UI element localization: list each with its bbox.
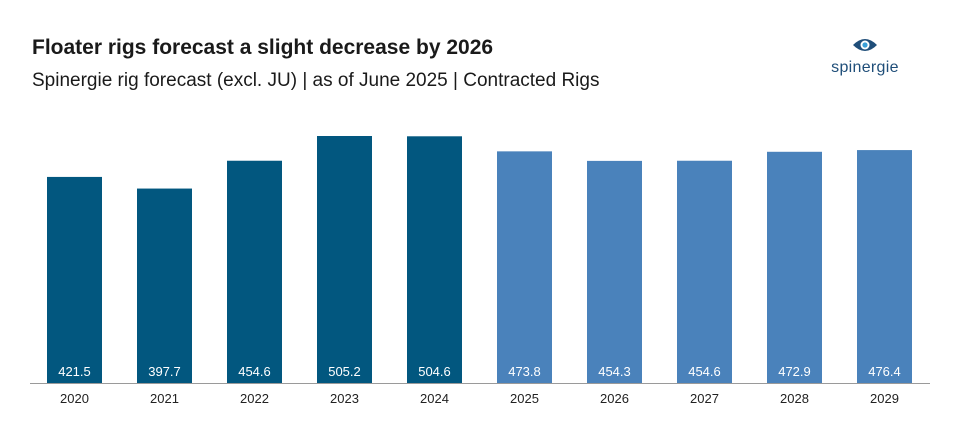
data-label-2025: 473.8 (508, 364, 541, 379)
x-tick-label-2022: 2022 (240, 391, 269, 406)
x-tick-label-2021: 2021 (150, 391, 179, 406)
bar-2026 (587, 160, 642, 383)
x-tick-label-2020: 2020 (60, 391, 89, 406)
chart-subtitle: Spinergie rig forecast (excl. JU) | as o… (32, 70, 600, 91)
bar-2020 (47, 176, 102, 383)
x-tick-label-2023: 2023 (330, 391, 359, 406)
x-tick-label-2024: 2024 (420, 391, 449, 406)
data-label-2027: 454.6 (688, 364, 721, 379)
x-tick-label-2026: 2026 (600, 391, 629, 406)
bar-2021 (137, 188, 192, 383)
chart-title: Floater rigs forecast a slight decrease … (32, 36, 494, 59)
data-label-2022: 454.6 (238, 364, 271, 379)
bar-2029 (857, 150, 912, 383)
data-label-2021: 397.7 (148, 364, 181, 379)
data-label-2020: 421.5 (58, 364, 91, 379)
logo-text: spinergie (831, 59, 899, 76)
bar-2027 (677, 160, 732, 383)
bar-2022 (227, 160, 282, 383)
x-tick-label-2025: 2025 (510, 391, 539, 406)
data-label-2023: 505.2 (328, 364, 361, 379)
data-label-2026: 454.3 (598, 364, 631, 379)
bar-2023 (317, 136, 372, 383)
data-label-2028: 472.9 (778, 364, 811, 379)
x-tick-label-2027: 2027 (690, 391, 719, 406)
data-label-2029: 476.4 (868, 364, 901, 379)
spinergie-logo: spinergie (820, 36, 910, 77)
x-tick-label-2028: 2028 (780, 391, 809, 406)
bar-2025 (497, 151, 552, 383)
spinergie-eye-logo-icon (853, 39, 877, 51)
x-tick-label-2029: 2029 (870, 391, 899, 406)
bar-2024 (407, 136, 462, 383)
bar-2028 (767, 151, 822, 383)
data-label-2024: 504.6 (418, 364, 451, 379)
